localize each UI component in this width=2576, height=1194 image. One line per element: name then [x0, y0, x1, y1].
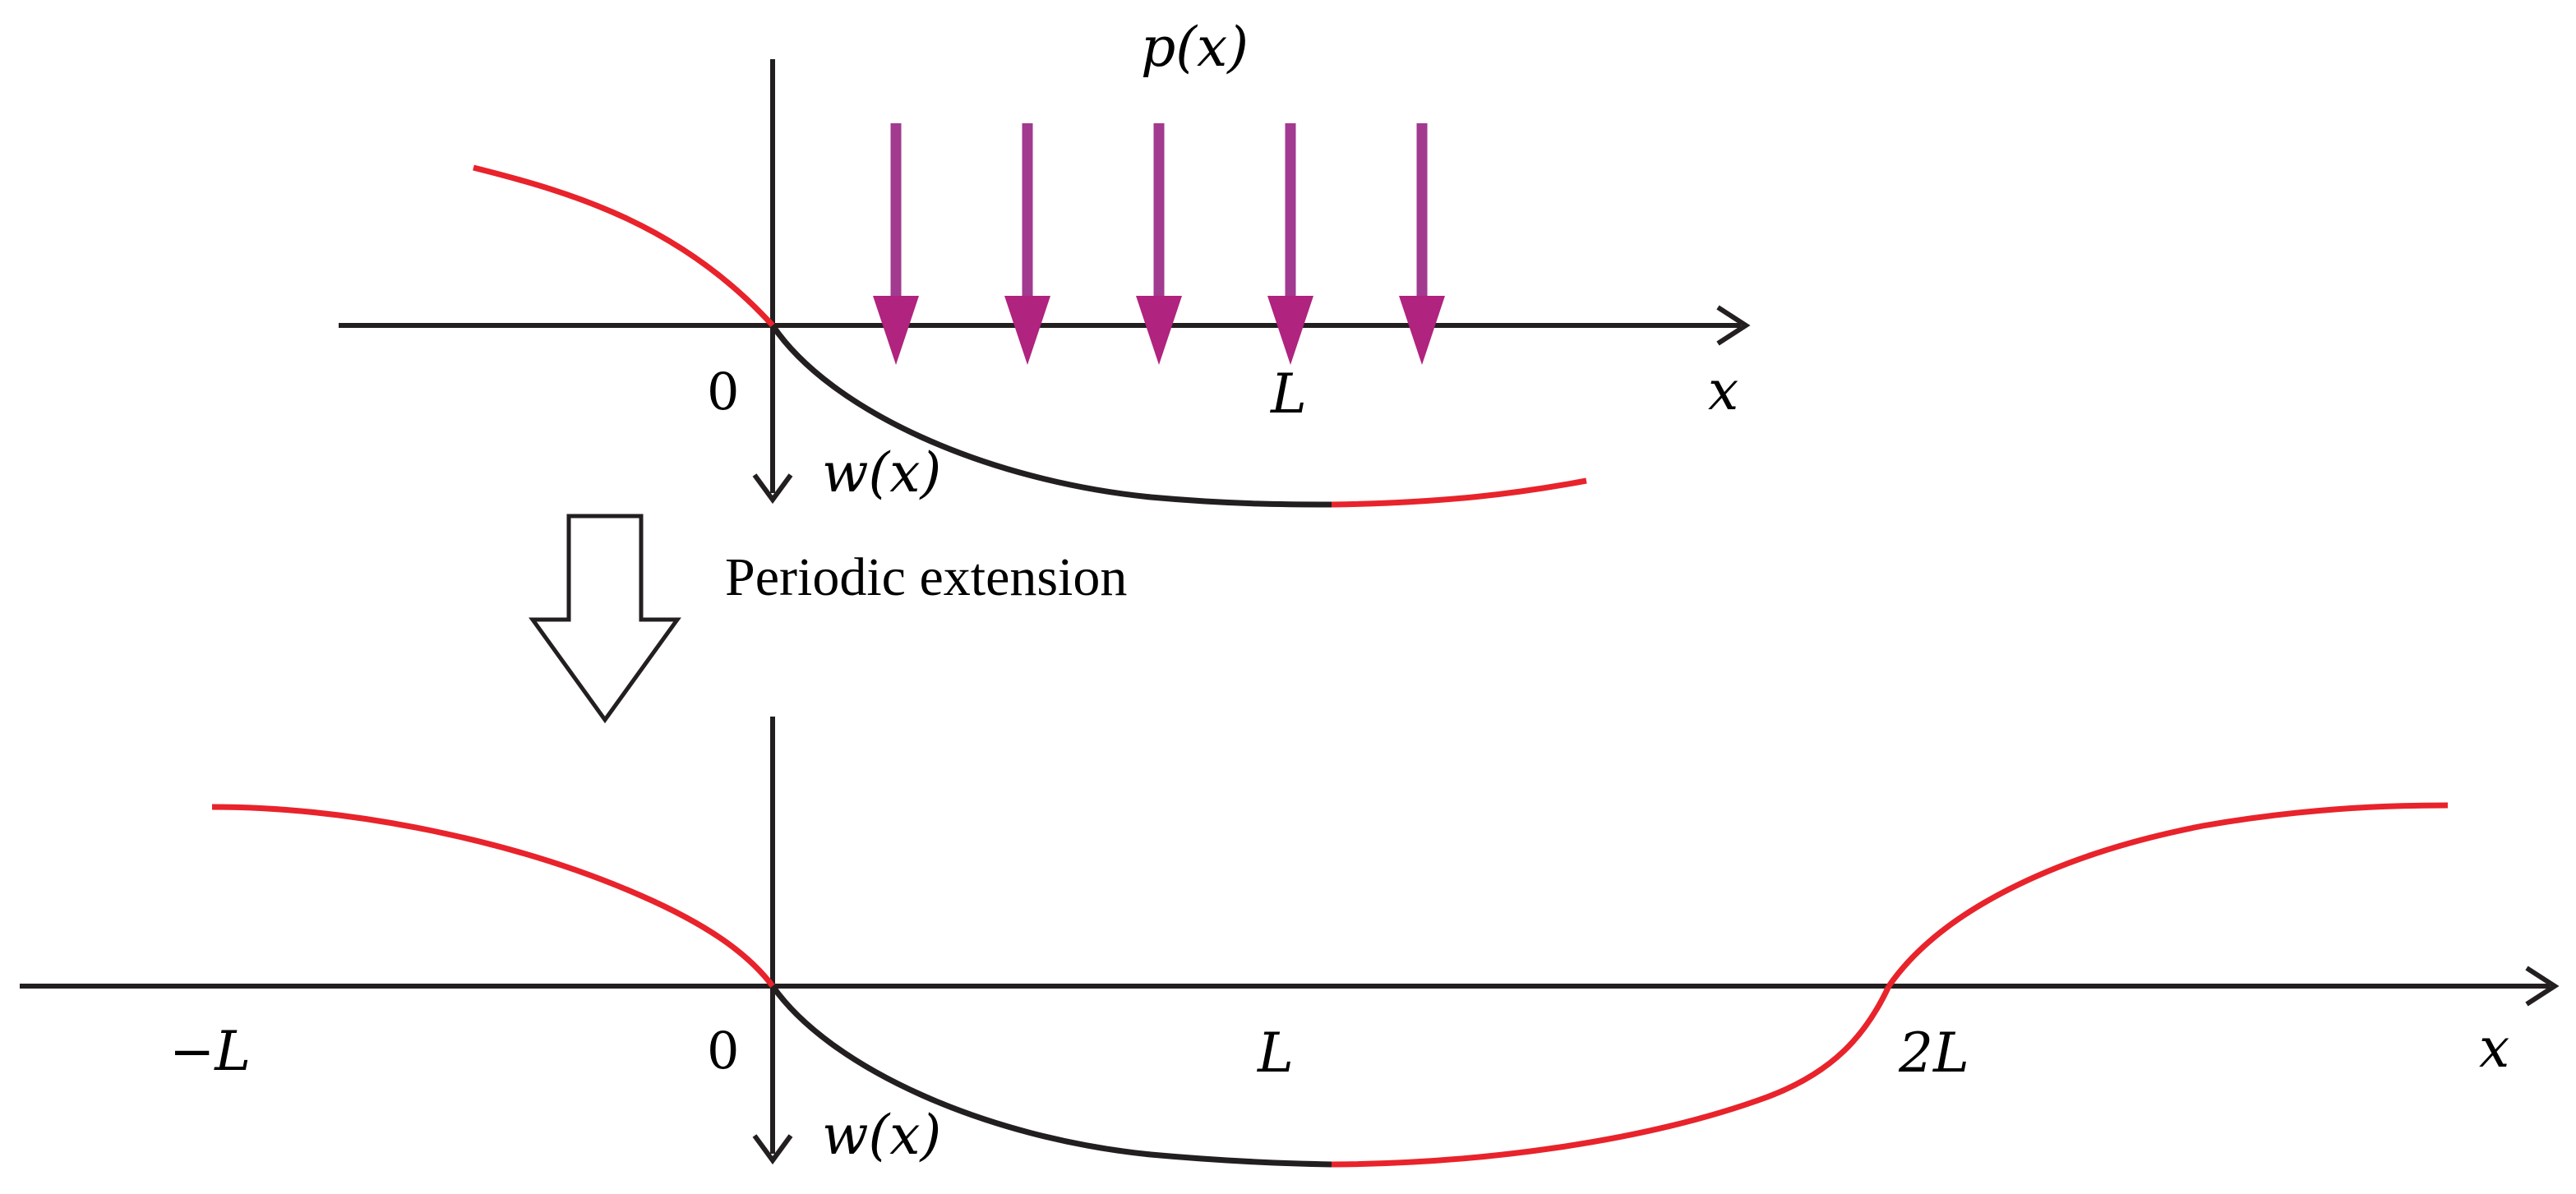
top-panel: p(x) 0 L x w(x) [339, 16, 1751, 508]
load-arrow [1267, 123, 1313, 365]
bottom-beam-extension-left [211, 804, 775, 989]
bottom-double-length-label: 2L [1898, 1021, 1969, 1085]
bottom-x-axis-label: x [2479, 1017, 2509, 1080]
top-length-label: L [1270, 362, 1307, 426]
top-beam-extension-left [473, 164, 775, 328]
bottom-neg-length-label: −L [169, 1020, 251, 1083]
load-arrows [873, 123, 1445, 365]
top-w-axis-arrowhead [752, 473, 793, 505]
bottom-origin-label: 0 [707, 1021, 739, 1081]
top-x-axis-arrowhead [1716, 305, 1751, 346]
load-arrow [873, 123, 919, 365]
down-arrow-icon [529, 514, 681, 724]
top-deflection-label: w(x) [822, 441, 941, 505]
load-label: p(x) [1141, 16, 1249, 79]
bottom-panel: −L 0 L 2L x w(x) [20, 717, 2560, 1168]
bottom-w-axis-arrowhead [752, 1134, 793, 1165]
load-arrow [1004, 123, 1050, 365]
bottom-deflection-label: w(x) [822, 1104, 941, 1167]
bottom-beam-original [770, 984, 1332, 1168]
top-beam-extension-right [1331, 477, 1587, 508]
bottom-beam-extension-right [1886, 802, 2449, 988]
load-arrow [1136, 123, 1182, 365]
top-beam-original [770, 324, 1332, 508]
load-arrow [1399, 123, 1445, 365]
periodic-extension-label: Periodic extension [725, 547, 1127, 607]
top-origin-label: 0 [707, 362, 739, 422]
bottom-x-axis-arrowhead [2525, 966, 2560, 1007]
bottom-length-label: L [1257, 1021, 1294, 1085]
top-x-axis-label: x [1708, 359, 1738, 422]
transition: Periodic extension [529, 514, 1127, 724]
bottom-beam-extension-middle [1331, 984, 1892, 1168]
